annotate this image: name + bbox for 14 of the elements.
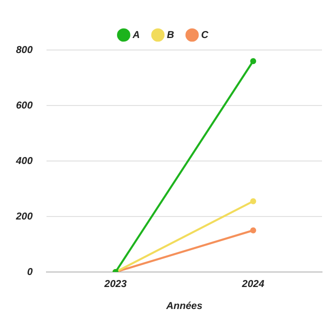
point xyxy=(250,58,256,64)
legend-label: C xyxy=(201,30,210,41)
x-tick-label: 2024 xyxy=(241,278,265,290)
legend-label: B xyxy=(166,30,174,41)
y-tick-label: 800 xyxy=(16,44,34,56)
legend-label: A xyxy=(132,30,140,41)
y-tick-label: 0 xyxy=(27,266,34,278)
point xyxy=(250,198,256,204)
y-tick-label: 400 xyxy=(14,156,34,167)
y-tick-label: 600 xyxy=(16,100,34,112)
x-tick-label: 2023 xyxy=(103,278,128,290)
y-tick-label: 200 xyxy=(14,211,34,222)
x-axis-title: Années xyxy=(165,300,203,312)
point xyxy=(250,227,256,234)
